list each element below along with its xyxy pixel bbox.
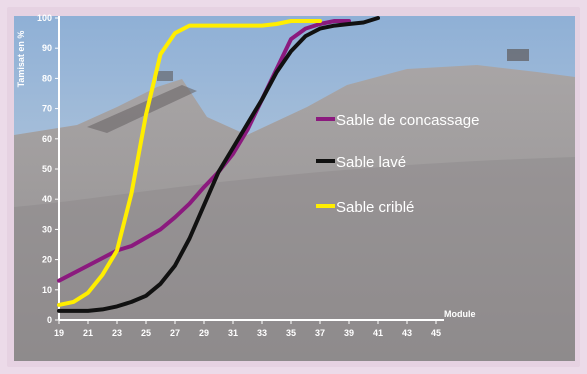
legend: Sable de concassage Sable lavé Sable cri… [316,112,479,216]
x-tick-label: 43 [402,328,412,338]
legend-label-sable-crible: Sable criblé [336,199,414,216]
chart-frame: 0 10 20 30 40 50 60 70 80 90 100 19 21 23 25 27 29 31 33 3… [7,7,580,367]
x-tick-label: 23 [112,328,122,338]
y-tick-label: 30 [42,224,52,234]
x-tick-label: 25 [141,328,151,338]
y-tick-label: 10 [42,285,52,295]
line-chart: 0 10 20 30 40 50 60 70 80 90 100 19 21 23 25 27 29 31 33 3… [14,13,575,361]
series-layer [57,16,380,313]
legend-item-sable-crible: Sable criblé [316,199,414,216]
y-tick-label: 100 [37,13,52,23]
legend-label-sable-de-concassage: Sable de concassage [336,112,479,129]
y-tick-label: 80 [42,73,52,83]
x-tick-label: 27 [170,328,180,338]
y-tick-label: 40 [42,194,52,204]
y-tick-label: 20 [42,255,52,265]
y-tick-label: 0 [47,315,52,325]
legend-swatch-sable-lave [316,159,335,163]
y-tick-label: 50 [42,164,52,174]
x-tick-label: 37 [315,328,325,338]
series-line-1 [57,16,380,313]
y-tick-label: 60 [42,134,52,144]
legend-swatch-sable-de-concassage [316,117,335,121]
series-line-2 [57,19,322,307]
x-tick-label: 35 [286,328,296,338]
x-tick-label: 21 [83,328,93,338]
axes: 0 10 20 30 40 50 60 70 80 90 100 19 21 23 25 27 29 31 33 3… [37,13,444,338]
x-tick-label: 45 [431,328,441,338]
legend-item-sable-de-concassage: Sable de concassage [316,112,479,129]
y-axis-title: Tamisat en % [16,31,26,88]
y-tick-label: 70 [42,104,52,114]
legend-item-sable-lave: Sable lavé [316,154,406,171]
x-tick-label: 31 [228,328,238,338]
x-tick-label: 33 [257,328,267,338]
legend-swatch-sable-crible [316,204,335,208]
x-tick-label: 29 [199,328,209,338]
x-tick-label: 19 [54,328,64,338]
legend-label-sable-lave: Sable lavé [336,154,406,171]
x-tick-label: 39 [344,328,354,338]
y-tick-label: 90 [42,43,52,53]
x-axis-title: Module [444,309,476,319]
x-tick-label: 41 [373,328,383,338]
